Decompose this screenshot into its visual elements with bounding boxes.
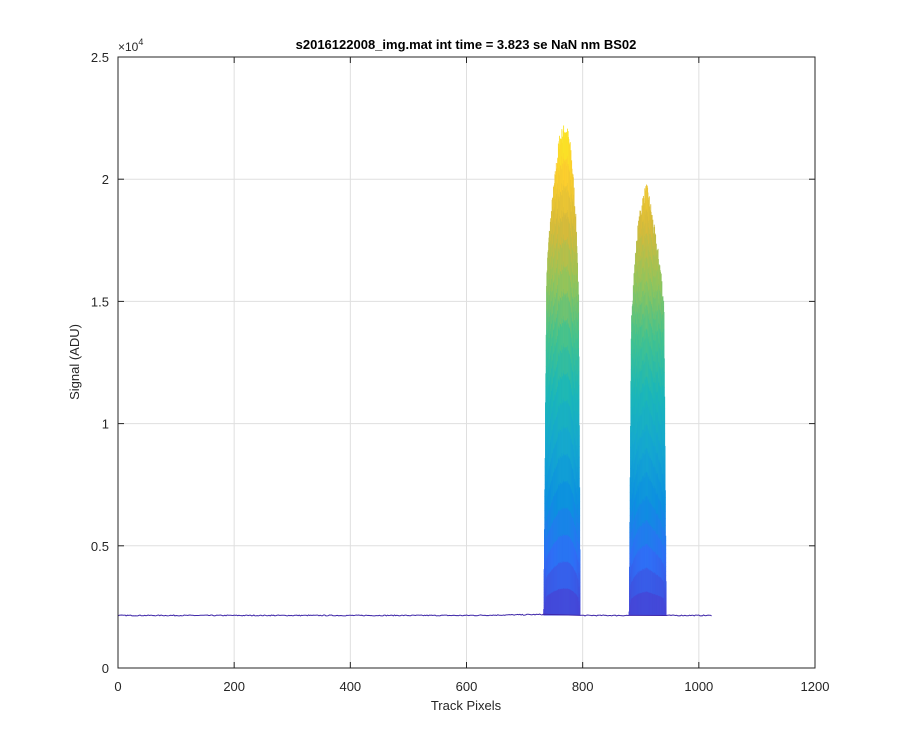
y-exponent-base: ×10: [118, 40, 139, 54]
x-tick-label: 600: [456, 679, 478, 694]
y-tick-label: 1: [102, 417, 109, 432]
x-axis-label: Track Pixels: [431, 698, 502, 713]
peak-band: [543, 125, 581, 616]
y-axis-exponent: ×104: [118, 37, 143, 54]
x-tick-label: 0: [114, 679, 121, 694]
y-tick-label: 2: [102, 172, 109, 187]
peak-band: [628, 184, 667, 616]
signal-traces: [117, 125, 712, 617]
x-tick-label: 400: [339, 679, 361, 694]
x-tick-label: 1000: [684, 679, 713, 694]
x-tick-label: 200: [223, 679, 245, 694]
y-tick-label: 0.5: [91, 539, 109, 554]
x-tick-label: 1200: [801, 679, 830, 694]
y-tick-label: 1.5: [91, 294, 109, 309]
grid-lines: [118, 57, 815, 668]
y-tick-label: 2.5: [91, 50, 109, 65]
y-exponent-power: 4: [138, 37, 143, 47]
baseline-trace: [117, 613, 712, 617]
y-axis-ticks: 0 0.5 1 1.5 2 2.5: [91, 50, 815, 676]
y-tick-label: 0: [102, 661, 109, 676]
x-tick-label: 800: [572, 679, 594, 694]
x-axis-ticks: 0 200 400 600 800 1000 1200: [114, 57, 829, 694]
y-axis-label: Signal (ADU): [67, 324, 82, 400]
chart-title: s2016122008_img.mat int time = 3.823 se …: [296, 37, 637, 52]
